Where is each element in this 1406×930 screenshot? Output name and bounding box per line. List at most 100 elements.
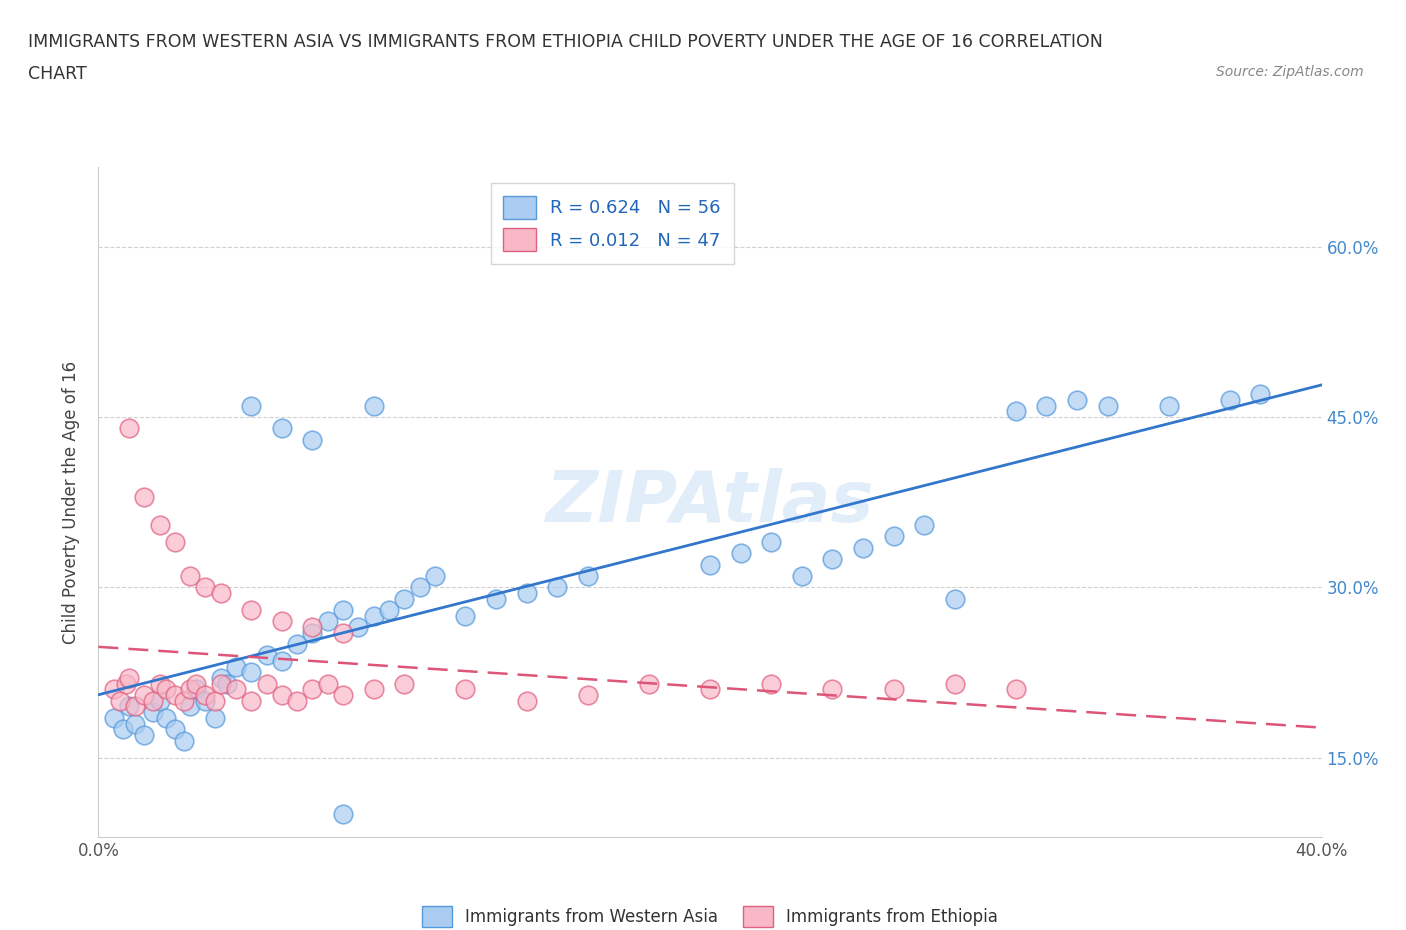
Point xyxy=(124,699,146,714)
Point xyxy=(423,568,446,583)
Text: CHART: CHART xyxy=(28,65,87,83)
Point xyxy=(240,665,263,680)
Point xyxy=(163,722,186,737)
Point xyxy=(454,682,477,697)
Point xyxy=(332,603,354,618)
Point xyxy=(943,676,966,691)
Point xyxy=(256,648,278,663)
Point xyxy=(576,687,599,702)
Text: Source: ZipAtlas.com: Source: ZipAtlas.com xyxy=(1216,65,1364,79)
Point xyxy=(332,687,354,702)
Point xyxy=(821,682,844,697)
Point xyxy=(347,619,370,634)
Point xyxy=(1157,398,1180,413)
Point xyxy=(186,682,208,697)
Point xyxy=(270,687,292,702)
Point xyxy=(285,694,308,709)
Point xyxy=(1004,404,1026,418)
Point xyxy=(316,614,339,629)
Point xyxy=(821,551,844,566)
Point xyxy=(1066,392,1088,407)
Point xyxy=(285,637,308,652)
Point xyxy=(115,676,138,691)
Point xyxy=(378,603,401,618)
Point xyxy=(316,676,339,691)
Point xyxy=(454,608,477,623)
Point xyxy=(173,694,195,709)
Point xyxy=(883,682,905,697)
Point xyxy=(149,517,172,532)
Point xyxy=(270,654,292,669)
Point xyxy=(256,676,278,691)
Point xyxy=(852,540,875,555)
Point xyxy=(912,517,935,532)
Point xyxy=(225,659,247,674)
Point xyxy=(108,694,131,709)
Point xyxy=(186,676,208,691)
Point xyxy=(134,687,156,702)
Point xyxy=(225,682,247,697)
Point xyxy=(103,711,125,725)
Text: IMMIGRANTS FROM WESTERN ASIA VS IMMIGRANTS FROM ETHIOPIA CHILD POVERTY UNDER THE: IMMIGRANTS FROM WESTERN ASIA VS IMMIGRAN… xyxy=(28,33,1102,50)
Point xyxy=(759,676,782,691)
Point xyxy=(194,694,217,709)
Point xyxy=(1249,387,1271,402)
Point xyxy=(1004,682,1026,697)
Point xyxy=(209,586,232,601)
Point xyxy=(270,421,292,436)
Point xyxy=(301,682,323,697)
Point xyxy=(576,568,599,583)
Point xyxy=(485,591,508,606)
Point xyxy=(301,619,323,634)
Point xyxy=(363,682,385,697)
Point xyxy=(179,568,201,583)
Point xyxy=(392,591,416,606)
Point xyxy=(1219,392,1241,407)
Point xyxy=(142,705,165,720)
Point xyxy=(142,694,165,709)
Point xyxy=(194,580,217,595)
Point xyxy=(637,676,661,691)
Point xyxy=(240,398,263,413)
Point xyxy=(155,711,177,725)
Point xyxy=(883,529,905,544)
Point xyxy=(240,603,263,618)
Point xyxy=(790,568,813,583)
Point xyxy=(759,535,782,550)
Point xyxy=(149,676,172,691)
Point xyxy=(1035,398,1057,413)
Point xyxy=(408,580,430,595)
Point xyxy=(173,733,195,748)
Point xyxy=(103,682,125,697)
Point xyxy=(163,535,186,550)
Point xyxy=(149,694,172,709)
Point xyxy=(392,676,416,691)
Point xyxy=(118,421,141,436)
Point xyxy=(546,580,568,595)
Point xyxy=(215,676,238,691)
Point xyxy=(516,694,538,709)
Point xyxy=(204,711,226,725)
Point xyxy=(124,716,146,731)
Point xyxy=(699,682,721,697)
Point xyxy=(730,546,752,561)
Point xyxy=(204,694,226,709)
Point xyxy=(179,699,201,714)
Point xyxy=(134,727,156,742)
Point xyxy=(134,489,156,504)
Point xyxy=(118,671,141,685)
Point xyxy=(1097,398,1119,413)
Point xyxy=(179,682,201,697)
Point xyxy=(111,722,134,737)
Point xyxy=(943,591,966,606)
Point xyxy=(516,586,538,601)
Point xyxy=(240,694,263,709)
Point xyxy=(301,432,323,447)
Point xyxy=(363,608,385,623)
Legend: Immigrants from Western Asia, Immigrants from Ethiopia: Immigrants from Western Asia, Immigrants… xyxy=(415,899,1005,930)
Point xyxy=(363,398,385,413)
Text: ZIPAtlas: ZIPAtlas xyxy=(546,468,875,537)
Point xyxy=(209,676,232,691)
Point xyxy=(163,687,186,702)
Point xyxy=(332,625,354,640)
